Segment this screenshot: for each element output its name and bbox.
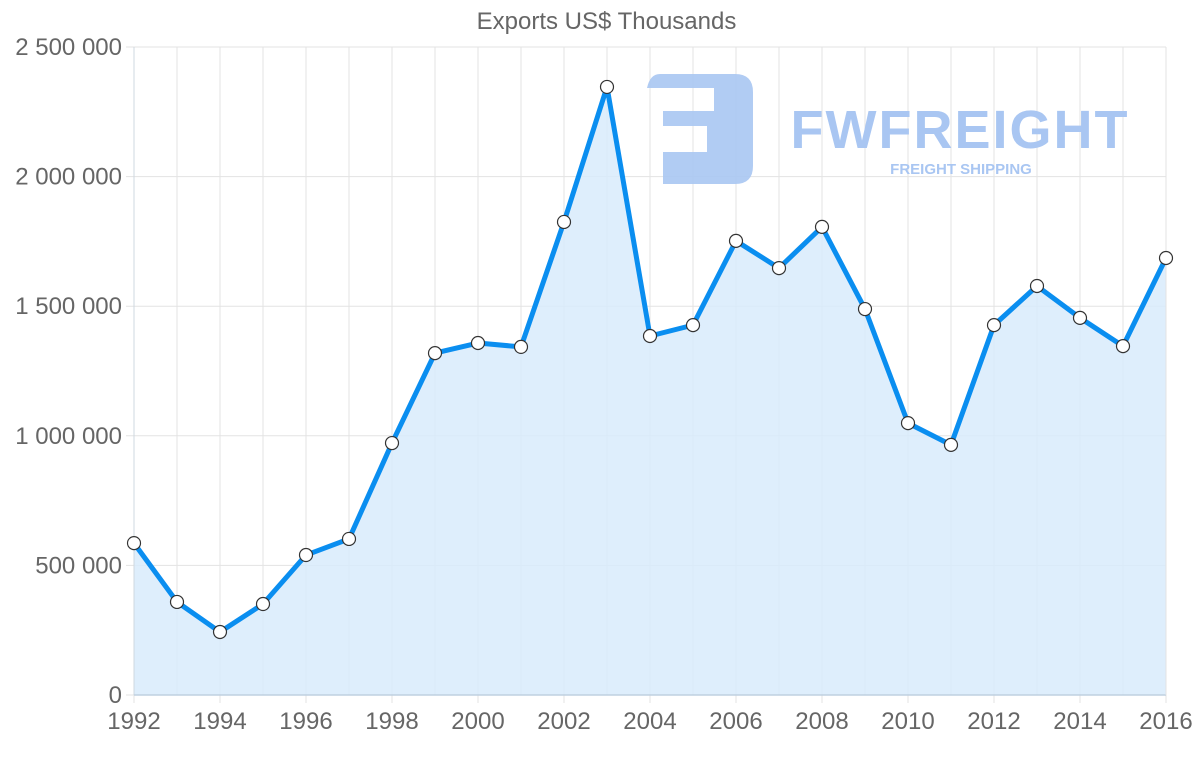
- data-point-1999[interactable]: [427, 346, 443, 361]
- data-point-1997[interactable]: [341, 531, 357, 547]
- x-tick-label: 1994: [193, 708, 246, 735]
- data-points[interactable]: [126, 79, 1174, 640]
- data-point-1996[interactable]: [298, 547, 314, 563]
- y-tick-label: 0: [109, 682, 122, 709]
- data-point-1998[interactable]: [384, 435, 400, 451]
- x-tick-label: 1996: [279, 708, 332, 735]
- area-fill-path: [134, 86, 1166, 695]
- data-point-1993[interactable]: [169, 594, 185, 610]
- fwfreight-logo-icon: [647, 74, 753, 184]
- data-point-2008[interactable]: [814, 219, 830, 234]
- data-point-2004[interactable]: [642, 328, 658, 344]
- x-tick-label: 2006: [709, 708, 762, 735]
- watermark: FWFREIGHT FREIGHT SHIPPING: [647, 74, 1130, 184]
- area-fill: [134, 86, 1166, 695]
- data-point-2005[interactable]: [685, 318, 701, 333]
- data-point-2016[interactable]: [1158, 250, 1174, 266]
- y-tick-label: 2 500 000: [15, 34, 122, 61]
- data-point-2002[interactable]: [556, 214, 572, 230]
- data-point-2011[interactable]: [943, 437, 959, 452]
- data-point-2010[interactable]: [900, 415, 916, 431]
- x-tick-label: 2012: [967, 708, 1020, 735]
- data-point-2001[interactable]: [513, 339, 529, 354]
- x-tick-label: 2014: [1053, 708, 1106, 735]
- y-tick-label: 2 000 000: [15, 164, 122, 191]
- x-tick-label: 2004: [623, 708, 676, 735]
- watermark-tagline: FREIGHT SHIPPING: [890, 161, 1032, 178]
- data-point-2003[interactable]: [599, 79, 615, 95]
- data-point-2013[interactable]: [1029, 278, 1045, 294]
- x-tick-label: 2016: [1139, 708, 1192, 735]
- data-point-2015[interactable]: [1115, 339, 1131, 354]
- x-tick-label: 2002: [537, 708, 590, 735]
- x-tick-label: 2008: [795, 708, 848, 735]
- data-point-2009[interactable]: [857, 301, 873, 317]
- y-tick-label: 500 000: [35, 552, 122, 579]
- y-tick-label: 1 000 000: [15, 423, 122, 450]
- chart-title: Exports US$ Thousands: [476, 8, 737, 35]
- watermark-brand: FWFREIGHT: [791, 100, 1130, 160]
- data-point-2007[interactable]: [771, 260, 787, 276]
- x-tick-label: 2010: [881, 708, 934, 735]
- y-tick-label: 1 500 000: [15, 293, 122, 320]
- x-tick-label: 2000: [451, 708, 504, 735]
- x-tick-label: 1998: [365, 708, 418, 735]
- data-point-2012[interactable]: [986, 318, 1002, 333]
- axes: [133, 47, 1167, 696]
- y-axis-labels: 0 500 000 1 000 000 1 500 000 2 000 000 2 500…: [15, 34, 122, 709]
- data-point-1995[interactable]: [255, 596, 271, 612]
- data-point-2000[interactable]: [470, 335, 486, 351]
- data-point-2014[interactable]: [1072, 310, 1088, 325]
- data-point-1992[interactable]: [126, 536, 142, 551]
- x-axis-labels: 1992 1994 1996 1998 2000 2002 2004 2006 2008 2010…: [107, 708, 1192, 735]
- data-point-2006[interactable]: [728, 233, 744, 248]
- x-tick-label: 1992: [107, 708, 160, 735]
- data-point-1994[interactable]: [212, 624, 228, 640]
